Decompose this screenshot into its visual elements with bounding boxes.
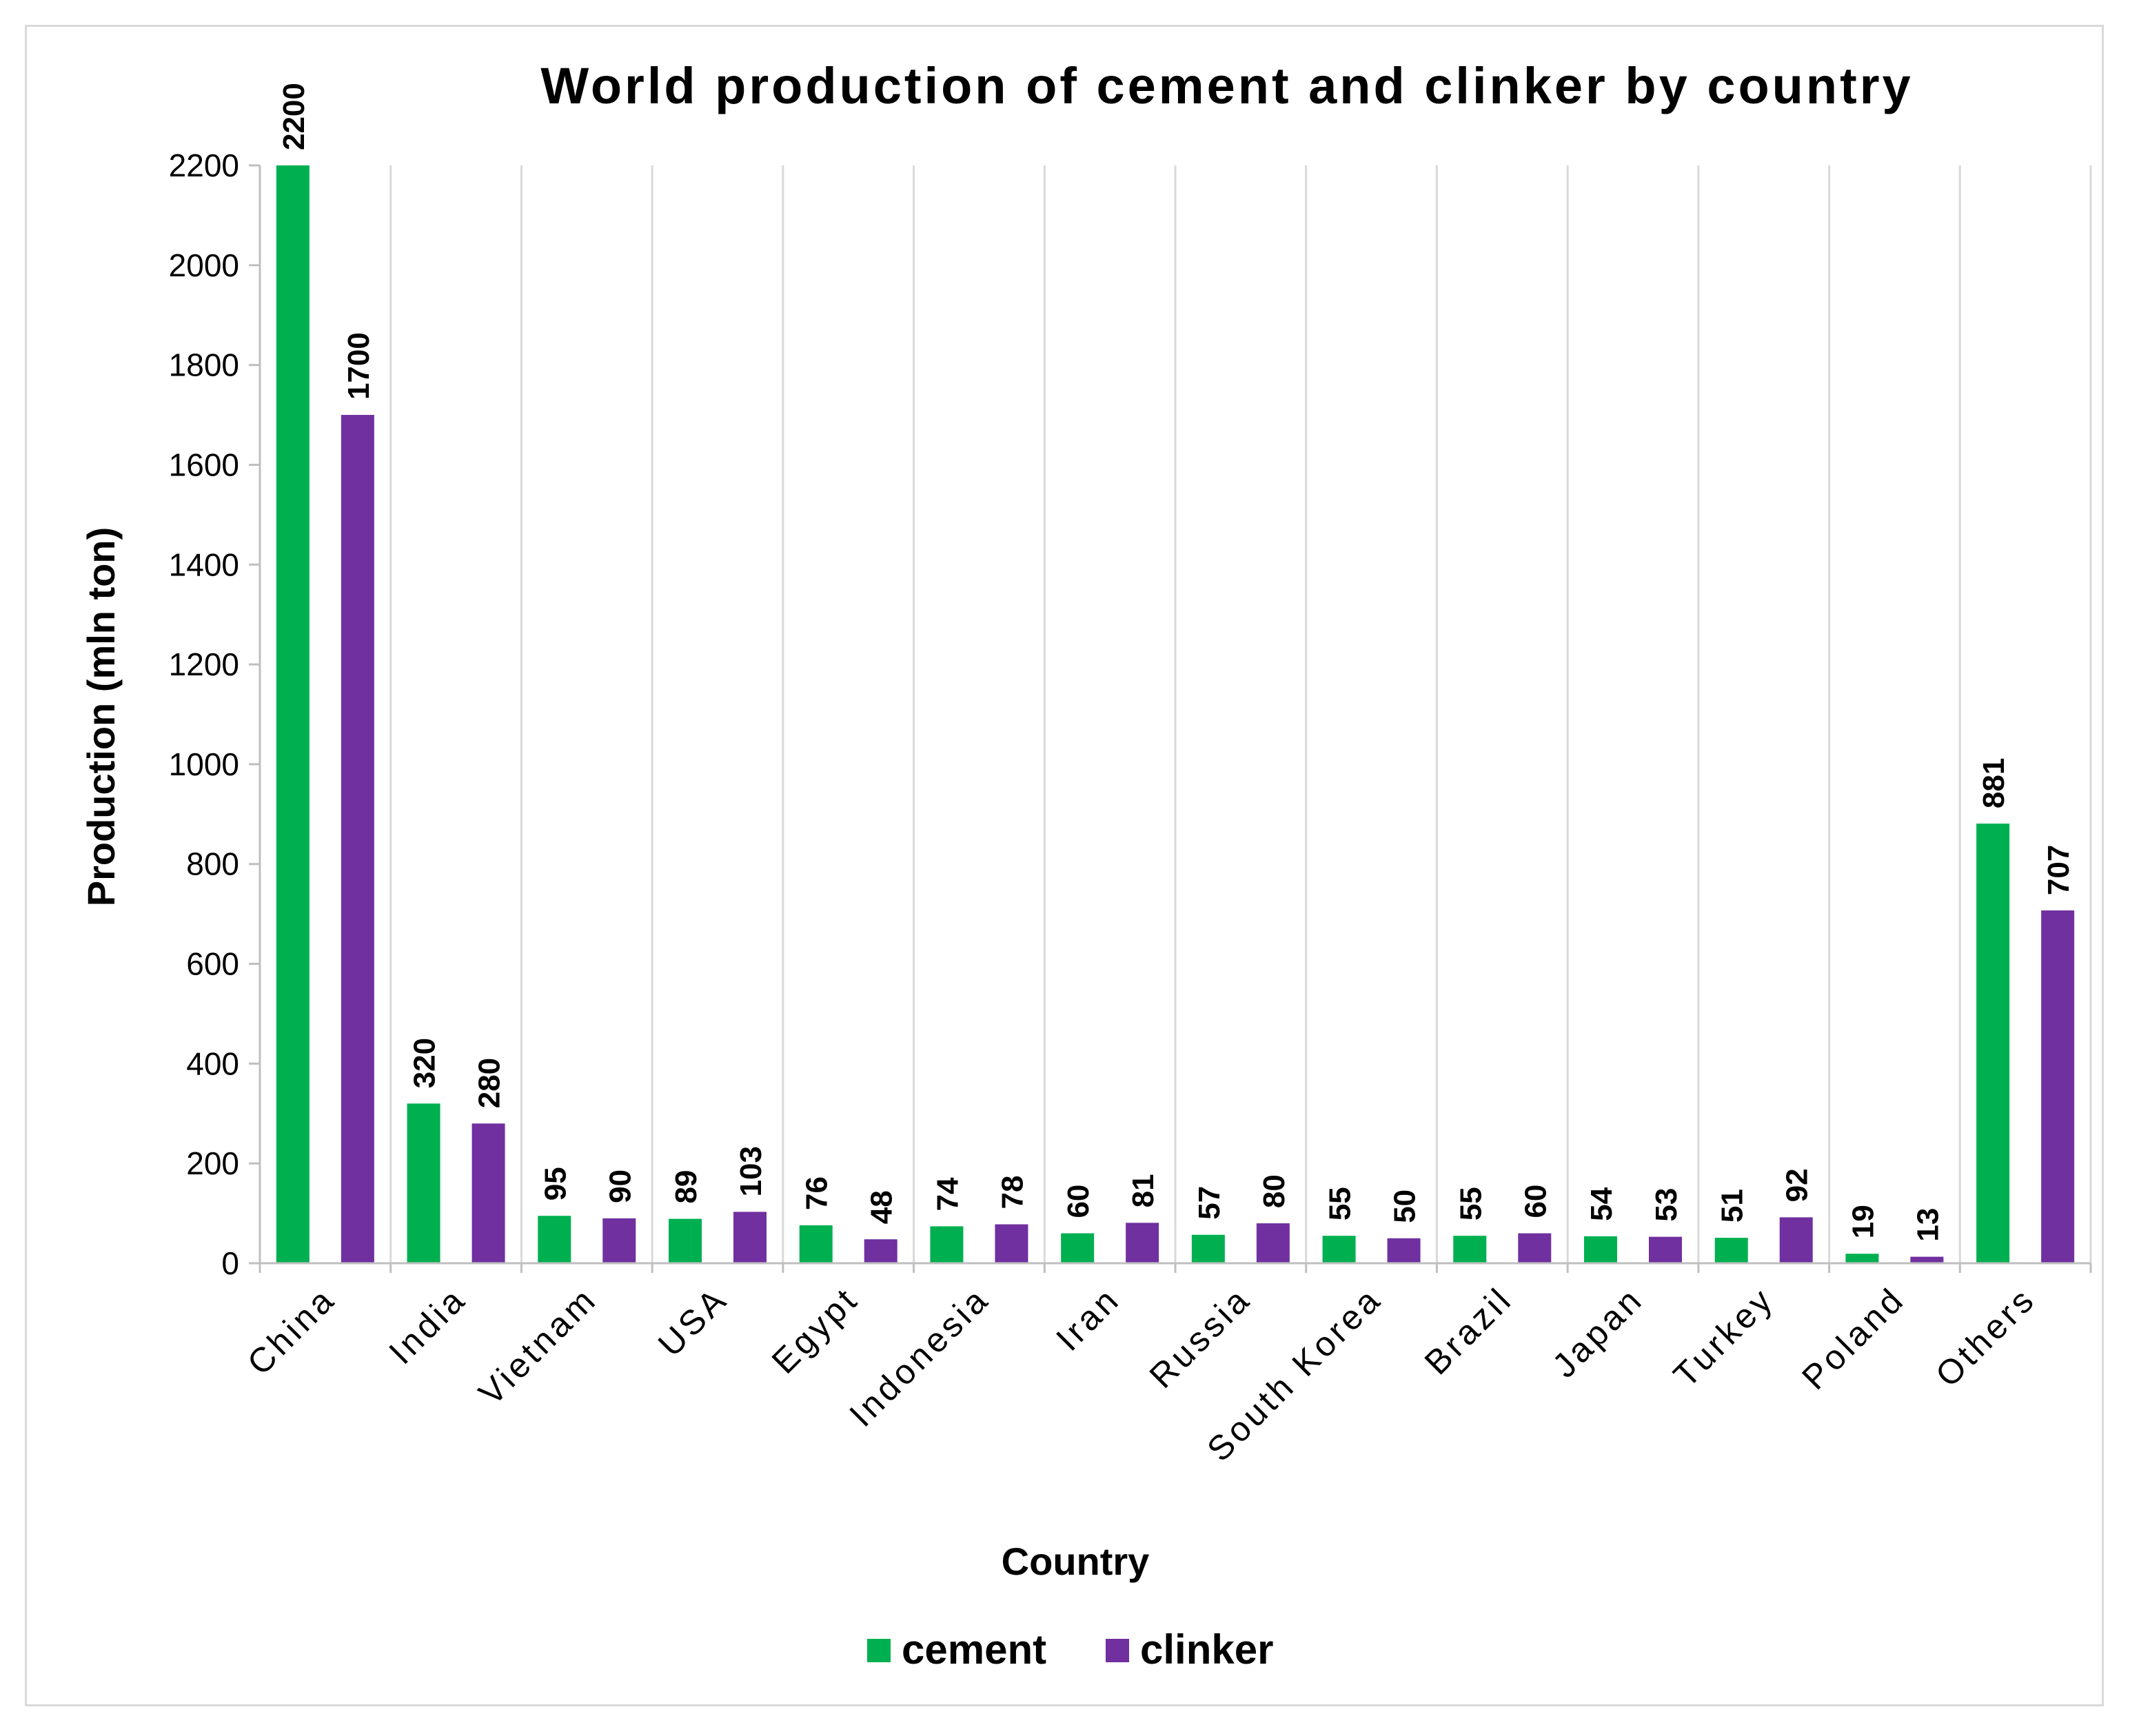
y-tick-label: 2000 [169, 247, 239, 283]
bar-cement [1061, 1233, 1095, 1263]
data-label: 13 [1911, 1208, 1945, 1242]
data-label: 89 [669, 1170, 703, 1204]
bar-cement [930, 1226, 964, 1263]
data-label: 57 [1193, 1186, 1226, 1220]
bar-clinker [1518, 1233, 1552, 1263]
y-axis: 0 200 400 600 800 1000 1200 1400 1600 1800 2000 220… [169, 147, 261, 1281]
data-label: 53 [1650, 1188, 1683, 1222]
x-tick-label: USA [651, 1279, 736, 1364]
data-label: 55 [1323, 1187, 1357, 1221]
bar-clinker [864, 1239, 897, 1263]
data-label: 48 [865, 1190, 899, 1224]
data-label: 50 [1388, 1189, 1422, 1223]
data-label: 54 [1585, 1187, 1619, 1221]
bar-cement [1584, 1236, 1617, 1263]
x-tick-label: China [240, 1279, 343, 1382]
data-label: 19 [1846, 1205, 1880, 1238]
data-label: 76 [800, 1176, 834, 1210]
bar-cement [1845, 1254, 1879, 1263]
legend-swatch-clinker [1106, 1639, 1129, 1662]
bar-clinker [602, 1218, 636, 1263]
x-tick-label: Brazil [1417, 1279, 1520, 1382]
bar-clinker [1126, 1223, 1159, 1263]
bar-clinker [341, 415, 374, 1264]
data-label: 90 [603, 1170, 637, 1203]
y-tick-label: 1800 [169, 347, 239, 383]
data-label: 1700 [342, 332, 376, 400]
y-tick-label: 400 [186, 1045, 239, 1081]
y-tick-label: 1400 [169, 547, 239, 582]
data-label: 51 [1716, 1189, 1749, 1223]
bar-clinker [1387, 1238, 1421, 1263]
bar-cement [799, 1225, 833, 1263]
data-label: 2200 [277, 83, 311, 150]
chart-title: World production of cement and clinker b… [540, 57, 1913, 114]
x-tick-label: Indonesia [842, 1279, 997, 1434]
data-label: 103 [734, 1146, 768, 1196]
y-tick-label: 2200 [169, 147, 239, 183]
bar-cement [1322, 1236, 1356, 1263]
x-tick-label: Vietnam [471, 1279, 605, 1412]
bar-cement [1191, 1234, 1225, 1263]
bars [276, 165, 2075, 1264]
y-axis-title: Production (mln ton) [79, 527, 123, 907]
bar-clinker [1779, 1217, 1813, 1263]
legend-label-cement: cement [902, 1626, 1046, 1673]
y-tick-label: 800 [186, 846, 239, 882]
y-tick-label: 0 [221, 1245, 239, 1281]
bar-cement [1976, 824, 2010, 1263]
bar-cement [1453, 1236, 1487, 1263]
bar-clinker [1649, 1236, 1682, 1263]
x-tick-label: Japan [1545, 1279, 1651, 1385]
data-label: 55 [1454, 1187, 1488, 1221]
y-tick-label: 1200 [169, 646, 239, 682]
bar-clinker [2041, 910, 2075, 1263]
legend: cement clinker [867, 1626, 1273, 1673]
data-label: 74 [931, 1177, 964, 1211]
x-tick-label: Iran [1048, 1279, 1128, 1358]
data-label: 92 [1781, 1168, 1814, 1202]
y-tick-label: 1000 [169, 746, 239, 782]
x-axis-title: Country [1002, 1540, 1150, 1583]
y-tick-label: 1600 [169, 447, 239, 482]
data-label: 60 [1519, 1185, 1552, 1218]
bar-cement [669, 1218, 702, 1263]
bar-clinker [471, 1123, 505, 1263]
data-label: 881 [1977, 758, 2011, 808]
data-labels: 2200 320 95 89 76 74 60 57 55 55 54 51 19 881 1700 280 9… [277, 83, 2076, 1241]
bar-clinker [1256, 1223, 1290, 1263]
x-tick-label: Turkey [1666, 1279, 1782, 1395]
data-label: 95 [538, 1167, 572, 1201]
data-label: 80 [1257, 1174, 1291, 1208]
data-label: 81 [1126, 1174, 1160, 1207]
x-tick-label: Russia [1142, 1279, 1259, 1396]
bar-cement [538, 1216, 571, 1263]
x-tick-label: Others [1928, 1279, 2043, 1394]
x-tick-label: Egypt [764, 1279, 866, 1381]
data-label: 78 [995, 1176, 1029, 1209]
legend-swatch-cement [867, 1639, 891, 1662]
bar-clinker [733, 1212, 767, 1263]
legend-label-clinker: clinker [1140, 1626, 1273, 1673]
data-label: 280 [473, 1058, 507, 1108]
data-label: 707 [2042, 845, 2076, 895]
bar-clinker [995, 1224, 1028, 1263]
y-tick-label: 600 [186, 946, 239, 982]
y-tick-label: 200 [186, 1145, 239, 1181]
data-label: 60 [1062, 1185, 1095, 1218]
bar-clinker [1910, 1256, 1944, 1263]
bar-cement [276, 165, 310, 1263]
x-tick-label: India [381, 1279, 474, 1371]
grid-lines [258, 165, 2092, 1263]
bar-cement [407, 1103, 440, 1263]
data-label: 320 [408, 1038, 442, 1088]
x-tick-label: Poland [1794, 1279, 1912, 1397]
bar-cement [1714, 1238, 1748, 1263]
